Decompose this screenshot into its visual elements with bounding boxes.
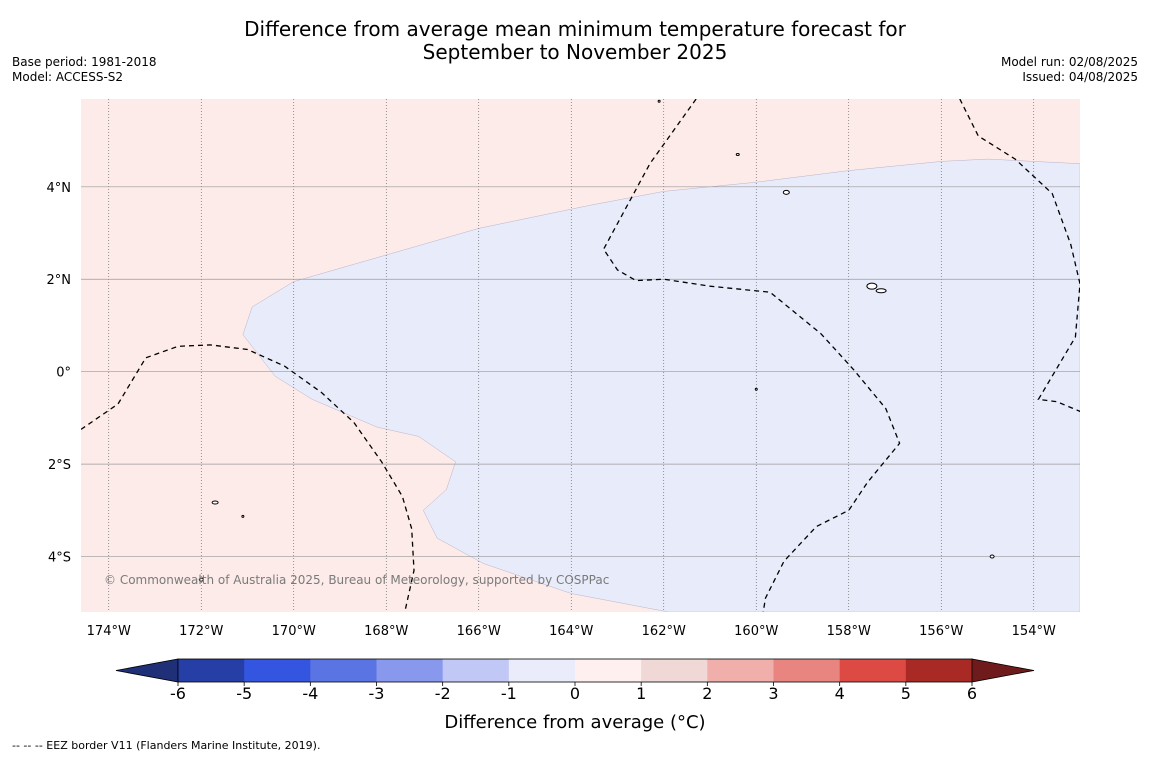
colorbar-tick-label: -1 bbox=[501, 684, 517, 703]
issued-date: Issued: 04/08/2025 bbox=[1022, 70, 1138, 84]
title-line-1: Difference from average mean minimum tem… bbox=[244, 17, 906, 41]
colorbar-segment bbox=[178, 659, 245, 682]
colorbar-segment bbox=[641, 659, 708, 682]
colorbar-label: Difference from average (°C) bbox=[444, 712, 705, 733]
coastlines bbox=[198, 99, 995, 582]
longitude-label: 158°W bbox=[827, 624, 871, 639]
colorbar-tick-label: -6 bbox=[170, 684, 186, 703]
longitude-label: 162°W bbox=[642, 624, 686, 639]
run-info: Model run: 02/08/2025 Issued: 04/08/2025 bbox=[1001, 55, 1138, 85]
latitude-label: 0° bbox=[56, 366, 71, 381]
island-outline bbox=[782, 189, 790, 195]
colorbar-segment bbox=[508, 659, 576, 682]
longitude-tick-labels: 174°W 172°W 170°W 168°W 166°W 164°W 162°W 160°W… bbox=[87, 624, 1056, 639]
island-outline bbox=[657, 99, 661, 103]
latitude-label: 2°N bbox=[47, 273, 72, 288]
longitude-label: 160°W bbox=[734, 624, 778, 639]
colorbar-tick-label: 6 bbox=[967, 684, 977, 703]
colorbar-segment bbox=[310, 659, 377, 682]
colorbar-tick-label: 0 bbox=[570, 684, 580, 703]
base-period: Base period: 1981-2018 bbox=[12, 55, 157, 69]
colorbar-tick-label: 5 bbox=[901, 684, 911, 703]
model-info: Base period: 1981-2018 Model: ACCESS-S2 bbox=[12, 55, 157, 85]
map-title: Difference from average mean minimum tem… bbox=[0, 18, 1150, 64]
colorbar-tick-label: -3 bbox=[369, 684, 385, 703]
colorbar-tick-label: 3 bbox=[768, 684, 778, 703]
colorbar-tick-label: 4 bbox=[835, 684, 845, 703]
colorbar-segment bbox=[905, 659, 973, 682]
island-outline bbox=[866, 282, 878, 290]
longitude-label: 168°W bbox=[364, 624, 408, 639]
longitude-label: 156°W bbox=[919, 624, 963, 639]
eez-border-line bbox=[602, 99, 901, 612]
colorbar-tick-label: -2 bbox=[435, 684, 451, 703]
colorbar-tick-label: -4 bbox=[302, 684, 318, 703]
latitude-label: 4°S bbox=[48, 551, 71, 566]
colorbar-over-arrow bbox=[971, 658, 1035, 683]
title-line-2: September to November 2025 bbox=[422, 40, 728, 64]
colorbar-under-arrow bbox=[115, 658, 179, 683]
colorbar-segment bbox=[376, 659, 444, 682]
island-outline bbox=[211, 500, 219, 505]
colorbar-tick-label: -5 bbox=[236, 684, 252, 703]
island-outline bbox=[875, 288, 887, 294]
colorbar-segment bbox=[839, 659, 907, 682]
eez-borders bbox=[81, 99, 1080, 612]
longitude-label: 170°W bbox=[272, 624, 316, 639]
latitude-label: 2°S bbox=[48, 458, 71, 473]
colorbar-segment bbox=[707, 659, 774, 682]
longitude-label: 172°W bbox=[179, 624, 223, 639]
island-outline bbox=[735, 152, 740, 156]
island-outline bbox=[198, 577, 204, 582]
longitude-label: 166°W bbox=[457, 624, 501, 639]
copyright-notice: © Commonwealth of Australia 2025, Bureau… bbox=[104, 573, 609, 587]
colorbar-tick-label: 2 bbox=[702, 684, 712, 703]
colorbar-segment bbox=[442, 659, 510, 682]
longitude-label: 174°W bbox=[87, 624, 131, 639]
island-outline bbox=[754, 387, 758, 391]
latitude-label: 4°N bbox=[47, 181, 72, 196]
graticule bbox=[81, 99, 1080, 612]
colorbar-segment bbox=[575, 659, 642, 682]
longitude-label: 154°W bbox=[1012, 624, 1056, 639]
model-run-date: Model run: 02/08/2025 bbox=[1000, 55, 1138, 69]
latitude-tick-labels: 4°N 2°N 0° 2°S 4°S bbox=[47, 181, 72, 566]
cooler-than-average-region bbox=[242, 158, 1080, 612]
model-name: Model: ACCESS-S2 bbox=[12, 70, 124, 84]
colorbar-tick-label: 1 bbox=[636, 684, 646, 703]
eez-footnote: -- -- -- EEZ border V11 (Flanders Marine… bbox=[12, 739, 321, 752]
colorbar: -6 -5 -4 -3 -2 -1 0 1 2 3 4 5 6 bbox=[115, 658, 1035, 703]
island-outline bbox=[989, 554, 995, 559]
longitude-label: 164°W bbox=[549, 624, 593, 639]
island-outline bbox=[241, 514, 245, 518]
colorbar-segment bbox=[773, 659, 841, 682]
colorbar-segment bbox=[244, 659, 311, 682]
